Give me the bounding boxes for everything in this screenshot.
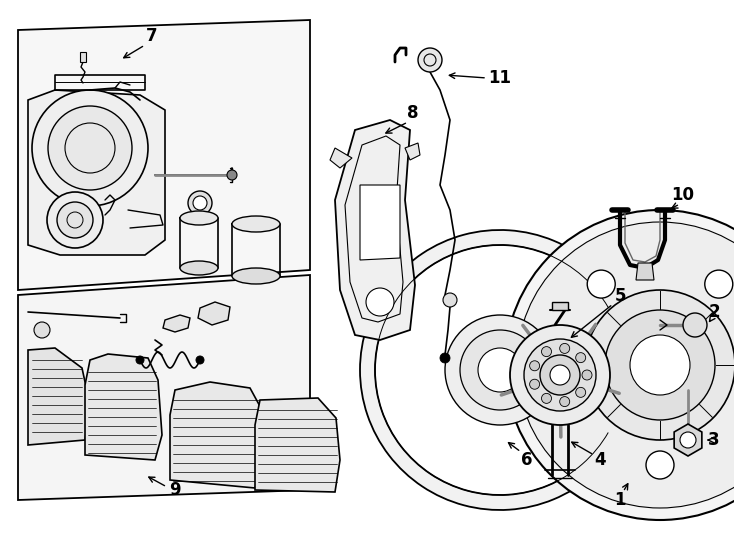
Polygon shape [80,52,86,62]
Circle shape [575,387,586,397]
Text: 11: 11 [489,69,512,87]
Wedge shape [360,230,621,510]
Circle shape [542,347,551,356]
Circle shape [48,106,132,190]
Polygon shape [674,424,702,456]
Text: 9: 9 [170,481,181,499]
Circle shape [680,432,696,448]
Circle shape [683,313,707,337]
Text: 2: 2 [708,303,720,321]
Circle shape [34,322,50,338]
Circle shape [646,451,674,479]
Text: 6: 6 [521,451,533,469]
Text: 1: 1 [614,491,626,509]
Circle shape [585,290,734,440]
Circle shape [460,330,540,410]
Polygon shape [636,263,654,280]
Circle shape [193,196,207,210]
Circle shape [440,353,450,363]
Polygon shape [335,120,415,340]
Circle shape [443,293,457,307]
Text: 3: 3 [708,431,720,449]
Circle shape [505,210,734,520]
Circle shape [445,315,555,425]
Circle shape [530,379,539,389]
Circle shape [705,270,733,298]
Text: 10: 10 [672,186,694,204]
Circle shape [136,356,144,364]
Circle shape [227,170,237,180]
Circle shape [196,356,204,364]
Circle shape [551,382,579,410]
Circle shape [550,365,570,385]
Polygon shape [330,148,352,168]
Polygon shape [255,398,340,492]
Circle shape [524,339,596,411]
Circle shape [587,270,615,298]
Text: 7: 7 [146,27,158,45]
Ellipse shape [232,268,280,284]
Circle shape [517,222,734,508]
Circle shape [47,192,103,248]
Polygon shape [28,90,165,255]
Ellipse shape [232,216,280,232]
Polygon shape [405,143,420,160]
Circle shape [560,343,570,353]
Circle shape [540,355,580,395]
Polygon shape [85,354,162,460]
Ellipse shape [180,211,218,225]
Circle shape [188,191,212,215]
Polygon shape [198,302,230,325]
Circle shape [630,335,690,395]
Polygon shape [28,348,90,445]
Circle shape [575,353,586,363]
Polygon shape [163,315,190,332]
Text: 8: 8 [407,104,419,122]
Circle shape [32,90,148,206]
Circle shape [530,361,539,371]
Circle shape [510,325,610,425]
Polygon shape [18,275,310,500]
Circle shape [542,393,551,403]
Circle shape [560,396,570,407]
Circle shape [57,202,93,238]
Circle shape [605,310,715,420]
Text: 5: 5 [614,287,626,305]
Circle shape [582,370,592,380]
Polygon shape [552,302,568,310]
Polygon shape [18,20,310,290]
Polygon shape [170,382,265,488]
Circle shape [478,348,522,392]
Circle shape [418,48,442,72]
Polygon shape [360,185,400,260]
Text: 4: 4 [595,451,606,469]
Circle shape [366,288,394,316]
Ellipse shape [180,261,218,275]
